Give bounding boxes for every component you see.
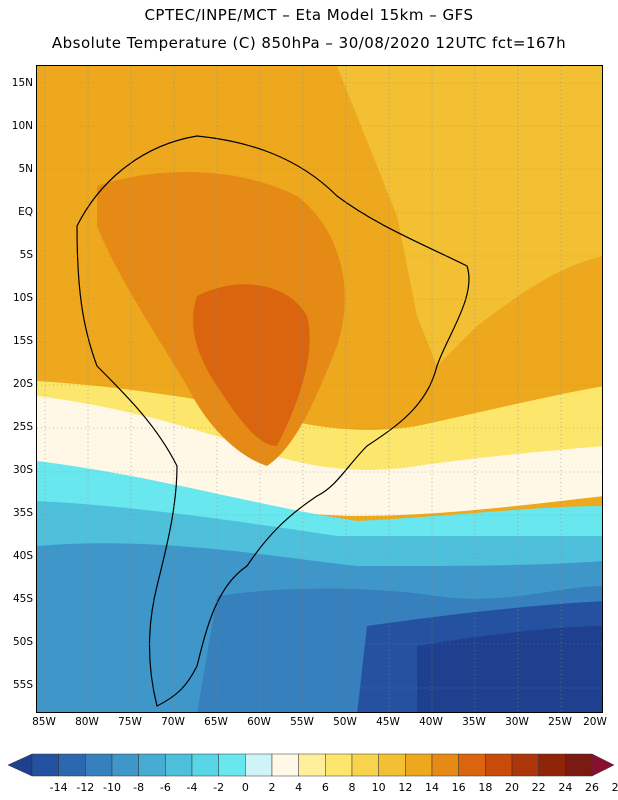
map-panel <box>36 65 603 713</box>
colorbar-tick-label: 0 <box>241 781 249 794</box>
lon-label: 80W <box>75 716 99 728</box>
lon-label: 60W <box>247 716 271 728</box>
temperature-map <box>37 66 602 712</box>
colorbar-tick-label: -12 <box>76 781 95 794</box>
colorbar-tick-label: 18 <box>478 781 493 794</box>
colorbar-tick-label: -14 <box>49 781 68 794</box>
colorbar-tick-label: -6 <box>159 781 171 794</box>
colorbar-tick-label: 4 <box>295 781 303 794</box>
title-line-2: Absolute Temperature (C) 850hPa – 30/08/… <box>51 34 567 52</box>
title-line-1: CPTEC/INPE/MCT – Eta Model 15km – GFS <box>144 6 474 24</box>
colorbar-tick-label: 20 <box>505 781 519 794</box>
atlantic-warm-band <box>337 66 602 366</box>
lat-label: 45S <box>12 593 33 605</box>
colorbar-swatch <box>485 753 513 777</box>
lat-label: 55S <box>12 679 33 691</box>
lon-label: 45W <box>376 716 400 728</box>
lon-label: 30W <box>505 716 529 728</box>
lon-label: 35W <box>462 716 486 728</box>
lat-label: 5S <box>19 249 33 261</box>
deep-cold-core <box>417 626 602 712</box>
lon-label: 40W <box>419 716 443 728</box>
colorbar-tick-label: 24 <box>558 781 573 794</box>
lat-label: 40S <box>12 550 33 562</box>
colorbar-swatch <box>298 753 326 777</box>
lon-label: 85W <box>32 716 56 728</box>
colorbar-swatch <box>31 753 59 777</box>
colorbar-tick-label: -2 <box>213 781 225 794</box>
lon-label: 50W <box>333 716 357 728</box>
colorbar-swatch <box>165 753 193 777</box>
lat-label: 15S <box>12 335 33 347</box>
colorbar-tick-label: 6 <box>321 781 329 794</box>
colorbar-swatch <box>58 753 86 777</box>
lon-label: 55W <box>290 716 314 728</box>
lon-label: 20W <box>583 716 607 728</box>
colorbar-min-arrow <box>7 753 33 777</box>
colorbar-swatch <box>138 753 166 777</box>
colorbar-swatch <box>191 753 219 777</box>
colorbar-tick-label: 22 <box>531 781 546 794</box>
colorbar-tick-label: 28 <box>611 781 618 794</box>
colorbar-swatch <box>245 753 273 777</box>
colorbar-swatch <box>325 753 353 777</box>
coordinate-grid <box>37 66 602 712</box>
lat-label: 25S <box>12 421 33 433</box>
colorbar-swatch <box>405 753 433 777</box>
continental-hot-core <box>193 284 310 446</box>
lat-label: EQ <box>18 206 33 218</box>
lat-label: 50S <box>12 636 33 648</box>
lon-label: 25W <box>548 716 572 728</box>
colorbar-swatch <box>111 753 139 777</box>
colorbar-swatch <box>458 753 486 777</box>
colorbar-swatch <box>85 753 113 777</box>
colorbar-swatch <box>431 753 459 777</box>
colorbar-tick-label: 8 <box>348 781 356 794</box>
lat-label: 15N <box>11 77 33 89</box>
colorbar-tick-label: -8 <box>133 781 145 794</box>
colorbar-swatch <box>538 753 566 777</box>
south-america-outline <box>76 135 470 707</box>
colorbar-swatch <box>378 753 406 777</box>
colorbar-tick-label: 14 <box>425 781 439 794</box>
lat-label: 30S <box>12 464 33 476</box>
colorbar-tick-label: 12 <box>398 781 413 794</box>
lat-label: 35S <box>12 507 33 519</box>
colorbar-swatch <box>218 753 246 777</box>
colorbar-tick-label: 26 <box>585 781 599 794</box>
lon-label: 75W <box>118 716 142 728</box>
colorbar-tick-label: 16 <box>451 781 466 794</box>
lat-label: 20S <box>12 378 33 390</box>
lon-label: 65W <box>204 716 228 728</box>
colorbar-tick-label: 10 <box>371 781 386 794</box>
colorbar-tick-label: -10 <box>103 781 121 794</box>
colorbar-swatch <box>271 753 299 777</box>
colorbar-swatch <box>351 753 379 777</box>
lat-label: 10N <box>11 120 33 132</box>
colorbar-tick-label: -4 <box>186 781 198 794</box>
colorbar-tick-label: 2 <box>268 781 276 794</box>
temperature-colorbar <box>7 753 615 777</box>
lat-label: 10S <box>12 292 33 304</box>
lat-label: 5N <box>18 163 33 175</box>
colorbar-swatch <box>565 753 593 777</box>
lon-label: 70W <box>161 716 185 728</box>
colorbar-max-arrow <box>591 753 615 777</box>
colorbar-swatch <box>511 753 539 777</box>
